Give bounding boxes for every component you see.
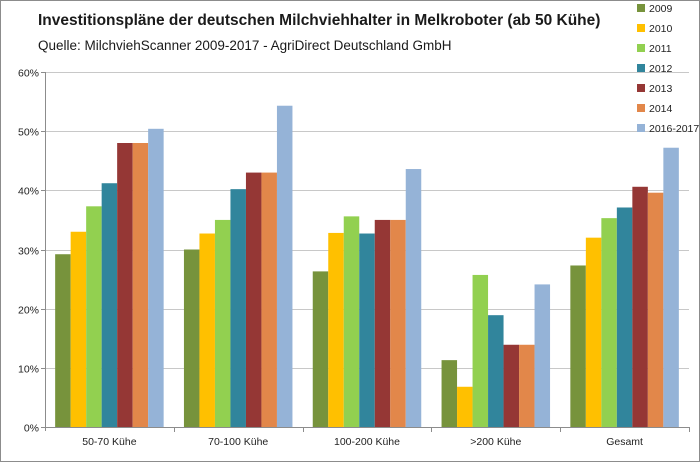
x-tick-label: 50-70 Kühe <box>82 436 136 448</box>
bar <box>390 219 406 427</box>
x-tick-label: Gesamt <box>606 436 643 448</box>
bar <box>328 232 344 427</box>
x-tick-label: 70-100 Kühe <box>208 436 268 448</box>
legend-item: 2012 <box>637 63 673 75</box>
chart-subtitle: Quelle: MilchviehScanner 2009-2017 - Agr… <box>38 38 452 53</box>
y-tick-label: 40% <box>18 186 39 198</box>
y-tick-label: 60% <box>18 68 39 80</box>
bar <box>472 274 489 427</box>
bar <box>214 219 231 427</box>
bar <box>276 105 293 427</box>
bar <box>183 249 200 427</box>
legend-swatch <box>637 124 645 132</box>
y-tick-label: 0% <box>24 423 39 435</box>
bar <box>374 219 391 427</box>
bar <box>405 169 422 427</box>
legend-label: 2011 <box>649 43 672 55</box>
bar <box>132 143 149 427</box>
bar <box>245 172 262 427</box>
legend-label: 2014 <box>649 103 673 115</box>
x-tick-label: >200 Kühe <box>470 436 521 448</box>
legend-label: 2009 <box>649 3 673 15</box>
bar <box>457 386 473 427</box>
legend-label: 2013 <box>649 83 673 95</box>
bar <box>647 192 664 427</box>
axes: 0% 10% 20% 30% 40% 50% 60% 50-70 Kühe 70-100 Küh… <box>18 68 690 448</box>
bar <box>55 254 71 427</box>
legend-swatch <box>637 84 645 92</box>
y-tick-label: 10% <box>18 364 39 376</box>
bar <box>441 360 458 427</box>
bar <box>632 186 648 427</box>
bar <box>117 143 133 427</box>
bar <box>312 271 329 427</box>
legend-item: 2010 <box>637 23 673 35</box>
y-tick-label: 30% <box>18 246 39 258</box>
bar <box>616 207 633 427</box>
y-tick-label: 50% <box>18 127 39 139</box>
legend-item: 2009 <box>637 3 673 15</box>
legend-item: 2013 <box>637 83 673 95</box>
bar <box>488 315 504 427</box>
legend-swatch <box>637 24 645 32</box>
legend: 2009 2010 2011 2012 2013 2014 2016-2017 <box>637 3 699 135</box>
bar <box>343 216 360 427</box>
legend-label: 2016-2017 <box>649 123 699 135</box>
legend-swatch <box>637 104 645 112</box>
legend-item: 2011 <box>637 43 672 55</box>
bar <box>503 344 520 427</box>
bar <box>663 147 679 428</box>
legend-swatch <box>637 44 645 52</box>
legend-label: 2010 <box>649 23 673 35</box>
bar <box>70 231 87 427</box>
bar <box>148 128 164 428</box>
bar <box>199 233 215 427</box>
bar <box>585 237 602 427</box>
legend-swatch <box>637 64 645 72</box>
bar <box>230 189 246 427</box>
y-tick-label: 20% <box>18 305 39 317</box>
x-tick-label: 100-200 Kühe <box>334 436 400 448</box>
chart-title: Investitionspläne der deutschen Milchvie… <box>38 12 601 29</box>
legend-swatch <box>637 4 645 12</box>
bar <box>519 344 535 427</box>
bar <box>86 206 102 427</box>
bar <box>601 218 617 427</box>
bar <box>101 183 118 427</box>
bars <box>55 105 679 428</box>
legend-item: 2014 <box>637 103 673 115</box>
legend-label: 2012 <box>649 63 673 75</box>
bar <box>359 233 375 427</box>
bar <box>570 265 586 427</box>
legend-item: 2016-2017 <box>637 123 699 135</box>
bar <box>534 284 551 427</box>
bar <box>261 172 277 427</box>
